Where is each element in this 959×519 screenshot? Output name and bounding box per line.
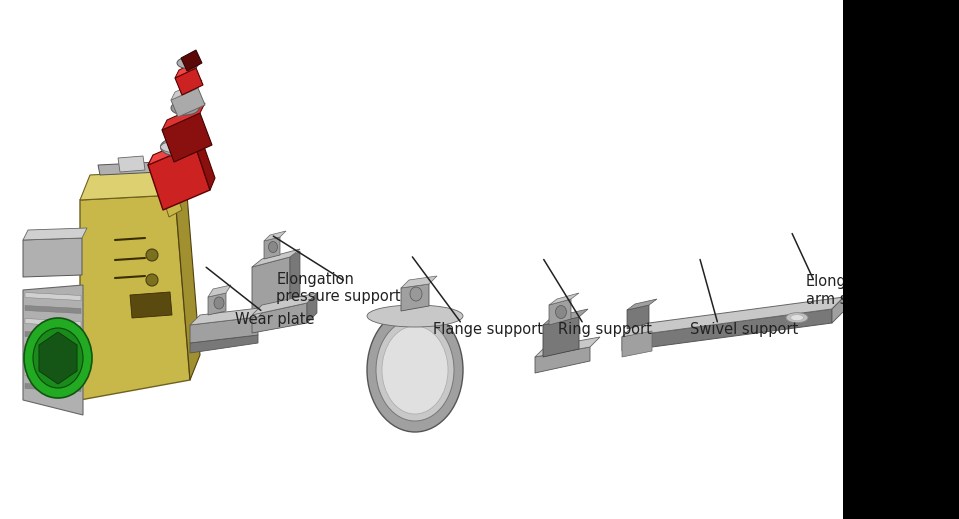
Ellipse shape bbox=[160, 141, 196, 153]
Text: Elongation
arm support: Elongation arm support bbox=[806, 275, 896, 307]
Polygon shape bbox=[195, 135, 215, 190]
Polygon shape bbox=[252, 293, 317, 315]
Polygon shape bbox=[190, 307, 268, 325]
Polygon shape bbox=[535, 337, 600, 357]
Polygon shape bbox=[171, 88, 205, 117]
Polygon shape bbox=[549, 299, 571, 325]
Polygon shape bbox=[543, 309, 588, 325]
Polygon shape bbox=[39, 332, 77, 384]
Polygon shape bbox=[162, 103, 205, 130]
Polygon shape bbox=[252, 303, 307, 333]
Polygon shape bbox=[264, 231, 286, 241]
Polygon shape bbox=[543, 317, 579, 357]
Polygon shape bbox=[264, 237, 280, 259]
Circle shape bbox=[146, 274, 158, 286]
Polygon shape bbox=[290, 251, 300, 303]
Polygon shape bbox=[175, 170, 200, 380]
Ellipse shape bbox=[171, 101, 199, 115]
Polygon shape bbox=[25, 345, 81, 352]
Ellipse shape bbox=[33, 328, 83, 388]
Polygon shape bbox=[80, 170, 185, 200]
Polygon shape bbox=[162, 113, 212, 162]
Polygon shape bbox=[171, 80, 202, 100]
Polygon shape bbox=[148, 145, 210, 210]
Polygon shape bbox=[252, 257, 290, 315]
Polygon shape bbox=[25, 371, 81, 378]
Polygon shape bbox=[23, 238, 82, 277]
Polygon shape bbox=[80, 195, 190, 400]
Text: Flange support: Flange support bbox=[433, 322, 544, 337]
Polygon shape bbox=[98, 162, 160, 175]
Polygon shape bbox=[130, 292, 172, 318]
Polygon shape bbox=[307, 293, 317, 323]
Text: Wear plate: Wear plate bbox=[235, 312, 315, 326]
Ellipse shape bbox=[790, 315, 804, 321]
Ellipse shape bbox=[786, 312, 808, 323]
Polygon shape bbox=[208, 285, 231, 297]
Polygon shape bbox=[25, 293, 81, 301]
Polygon shape bbox=[25, 358, 81, 365]
Polygon shape bbox=[622, 309, 832, 351]
Polygon shape bbox=[175, 60, 200, 78]
Polygon shape bbox=[622, 297, 844, 337]
Polygon shape bbox=[148, 135, 200, 165]
Polygon shape bbox=[23, 228, 87, 240]
Ellipse shape bbox=[367, 308, 463, 432]
Polygon shape bbox=[25, 306, 81, 313]
Text: Ring support: Ring support bbox=[558, 322, 652, 337]
Polygon shape bbox=[832, 297, 844, 323]
Polygon shape bbox=[622, 331, 652, 357]
Polygon shape bbox=[401, 284, 429, 311]
Ellipse shape bbox=[160, 138, 196, 156]
Polygon shape bbox=[23, 285, 83, 415]
Polygon shape bbox=[175, 68, 203, 95]
Bar bbox=[843, 0, 959, 519]
Polygon shape bbox=[627, 305, 649, 329]
Ellipse shape bbox=[24, 318, 92, 398]
Polygon shape bbox=[118, 156, 145, 172]
Ellipse shape bbox=[410, 287, 422, 301]
Ellipse shape bbox=[555, 306, 567, 319]
Circle shape bbox=[146, 249, 158, 261]
Polygon shape bbox=[25, 319, 81, 326]
Polygon shape bbox=[190, 335, 258, 353]
Polygon shape bbox=[535, 347, 590, 373]
Polygon shape bbox=[627, 299, 657, 310]
Polygon shape bbox=[25, 332, 81, 339]
Polygon shape bbox=[549, 293, 579, 305]
Ellipse shape bbox=[214, 297, 224, 309]
Text: Swivel support: Swivel support bbox=[690, 322, 799, 337]
Ellipse shape bbox=[382, 326, 448, 414]
Ellipse shape bbox=[367, 305, 463, 327]
Polygon shape bbox=[401, 276, 437, 288]
Polygon shape bbox=[208, 293, 226, 315]
Polygon shape bbox=[252, 249, 300, 267]
Ellipse shape bbox=[177, 58, 199, 69]
Polygon shape bbox=[162, 188, 182, 217]
Ellipse shape bbox=[269, 241, 277, 253]
Ellipse shape bbox=[376, 319, 454, 421]
Polygon shape bbox=[190, 317, 258, 343]
Polygon shape bbox=[25, 384, 81, 391]
Text: Elongation
pressure support: Elongation pressure support bbox=[276, 272, 401, 304]
Polygon shape bbox=[181, 50, 202, 71]
